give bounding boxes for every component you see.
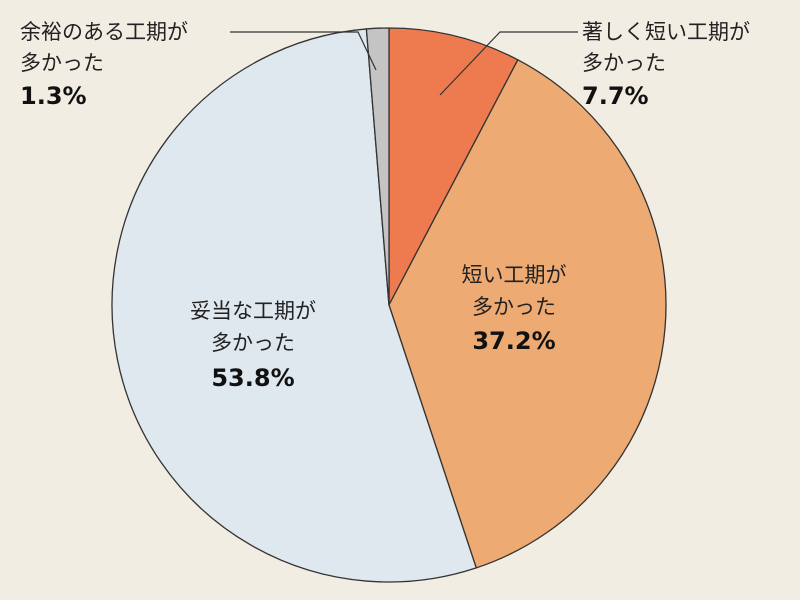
slice-value-label: 7.7% [582,82,649,110]
slice-label-line2: 多かった [472,295,556,319]
slice-label-line1: 妥当な工期が [190,299,316,323]
slice-label-line1: 著しく短い工期が [582,20,750,44]
slice-label-line1: 余裕のある工期が [20,20,188,44]
leader-line-slice-0 [439,31,578,96]
slice-label-line2: 多かった [582,51,666,75]
pie-slice-1 [388,59,667,569]
slice-label-line2: 多かった [20,51,104,75]
pie-slice-2 [111,28,477,583]
pie-slices [111,27,667,583]
label-group-slice-0: 著しく短い工期が 多かった 7.7% [582,20,750,110]
slice-value-label: 37.2% [472,327,555,355]
pie-slice-0 [388,27,519,306]
slice-value-label: 53.8% [211,364,294,392]
label-group-slice-2: 妥当な工期が 多かった 53.8% [190,299,316,392]
leader-line-slice-3 [230,31,377,71]
label-group-slice-3: 余裕のある工期が 多かった 1.3% [20,20,188,110]
slice-label-line1: 短い工期が [462,263,567,287]
slice-label-line2: 多かった [211,331,295,355]
slice-value-label: 1.3% [20,82,87,110]
label-group-slice-1: 短い工期が 多かった 37.2% [462,263,567,355]
leader-lines [230,31,578,96]
pie-slice-3 [365,27,390,306]
